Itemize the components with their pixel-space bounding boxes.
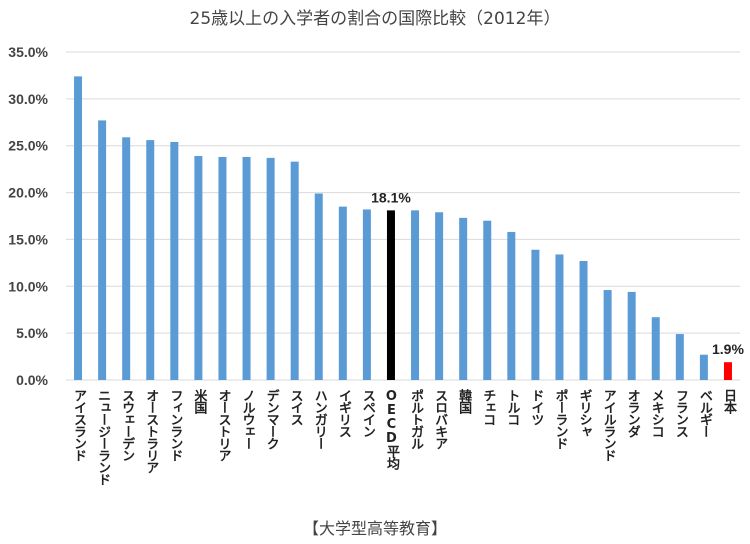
x-axis-label: 【大学型高等教育】 xyxy=(302,519,447,538)
x-tick-label: 米国 xyxy=(191,389,207,413)
bar xyxy=(338,206,347,380)
x-tick-label: チェコ xyxy=(480,389,496,425)
y-tick-label: 0.0% xyxy=(16,372,48,388)
x-tick-label: 日本 xyxy=(720,389,736,413)
x-tick-label: ニュージーランド xyxy=(95,389,111,485)
y-tick-label: 30.0% xyxy=(8,91,48,107)
bar xyxy=(74,76,83,380)
bar xyxy=(507,231,516,380)
chart-title: 25歳以上の入学者の割合の国際比較（2012年） xyxy=(189,9,561,29)
x-tick-label: オーストリア xyxy=(215,389,231,461)
x-tick-label: フランス xyxy=(672,389,688,437)
bar xyxy=(579,260,588,380)
bar xyxy=(314,193,323,380)
x-tick-label: アイスランド xyxy=(71,389,87,461)
x-tick-label: デンマーク xyxy=(263,389,279,449)
y-tick-label: 35.0% xyxy=(8,44,48,60)
x-tick-label: オランダ xyxy=(624,389,640,437)
bar xyxy=(483,220,492,380)
bar xyxy=(651,317,660,380)
bar xyxy=(242,156,251,380)
y-tick-label: 20.0% xyxy=(8,185,48,201)
bar xyxy=(266,157,275,380)
bar xyxy=(411,210,420,380)
x-tick-label: ハンガリー xyxy=(311,389,327,449)
bar xyxy=(699,354,708,380)
data-label: 18.1% xyxy=(371,189,411,205)
x-tick-label: ドイツ xyxy=(528,389,544,425)
bar xyxy=(146,140,155,380)
x-tick-label: フィンランド xyxy=(167,389,183,461)
y-tick-label: 25.0% xyxy=(8,138,48,154)
bar xyxy=(531,249,540,380)
x-tick-label: ポーランド xyxy=(552,389,568,449)
x-tick-label: スロバキア xyxy=(432,389,448,449)
x-tick-label: メキシコ xyxy=(648,389,664,437)
bar xyxy=(290,161,299,380)
x-tick-label: OECD平均 xyxy=(383,389,399,469)
x-tick-label: ノルウェー xyxy=(239,389,255,449)
bar xyxy=(362,209,371,380)
x-tick-label: スイス xyxy=(287,389,303,425)
x-tick-label: トルコ xyxy=(504,389,520,425)
y-tick-label: 10.0% xyxy=(8,278,48,294)
x-tick-label: イギリス xyxy=(335,389,351,437)
bar xyxy=(435,212,444,380)
x-tick-label: アイルランド xyxy=(600,389,616,461)
bar xyxy=(218,156,227,380)
bar xyxy=(675,334,684,380)
bar xyxy=(459,217,468,380)
x-tick-label: 韓国 xyxy=(456,389,472,413)
bar xyxy=(627,291,636,380)
data-label: 1.9% xyxy=(712,341,744,357)
x-tick-label: オーストラリア xyxy=(143,389,159,473)
bar xyxy=(723,362,732,380)
bar xyxy=(194,156,203,380)
x-tick-label: ベルギー xyxy=(696,389,712,437)
x-tick-label: ギリシャ xyxy=(576,389,592,437)
x-tick-label: スペイン xyxy=(359,389,375,437)
bar xyxy=(122,137,131,380)
bar xyxy=(555,254,564,380)
y-tick-label: 15.0% xyxy=(8,231,48,247)
y-tick-label: 5.0% xyxy=(16,325,48,341)
x-tick-label: スウェーデン xyxy=(119,389,135,461)
bar xyxy=(603,290,612,380)
bar xyxy=(170,141,179,380)
bar xyxy=(98,120,107,380)
x-tick-label: ポルトガル xyxy=(408,389,424,449)
bar xyxy=(386,210,395,380)
